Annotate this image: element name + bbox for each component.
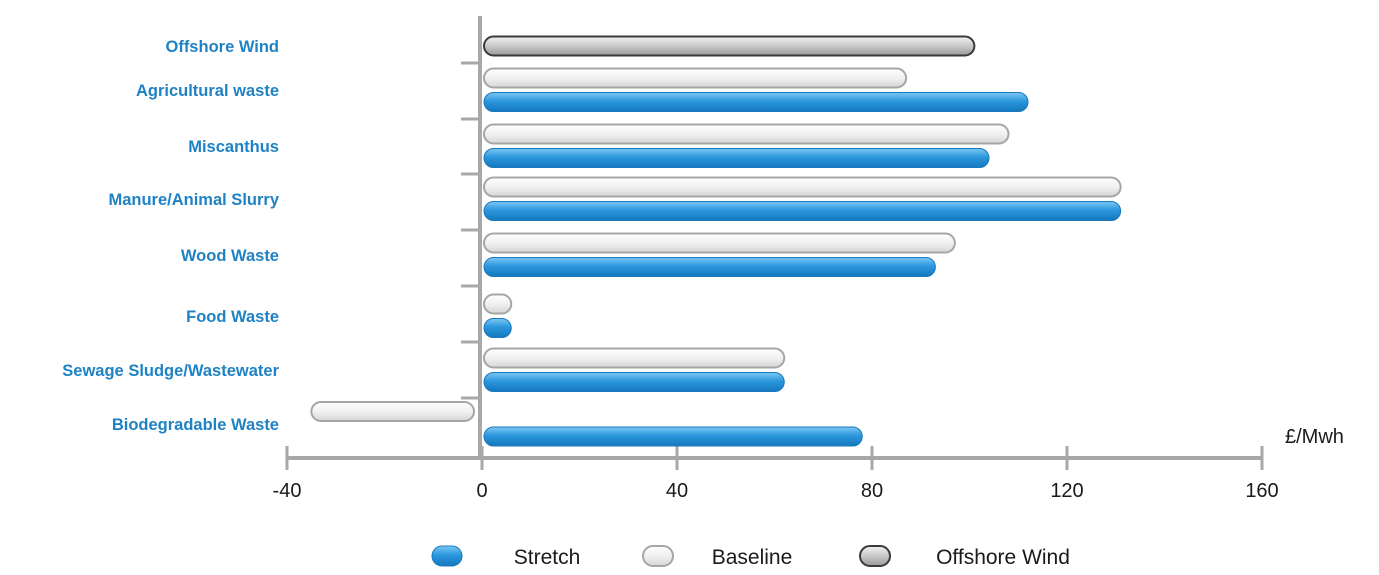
- bar: [483, 176, 1122, 198]
- bar: [483, 372, 785, 392]
- bar: [483, 67, 908, 89]
- x-tick-label: 40: [666, 480, 688, 502]
- x-tick-label: 120: [1050, 480, 1083, 502]
- axis-layer: [285, 16, 1264, 470]
- legend-label: Offshore Wind: [936, 546, 1070, 569]
- legend-swatch: [431, 545, 463, 567]
- bar: [483, 426, 863, 447]
- category-label: Food Waste: [186, 308, 279, 326]
- legend-label: Baseline: [712, 546, 793, 569]
- label-layer: -40 0 40 80 120 160 £/Mwh Offshore Wind Agricult…: [62, 38, 1344, 502]
- category-label: Offshore Wind: [165, 38, 279, 56]
- x-tick-label: 160: [1245, 480, 1278, 502]
- bar: [483, 232, 956, 254]
- x-axis-unit: £/Mwh: [1285, 426, 1344, 448]
- bar: [310, 401, 475, 422]
- x-tick-label: -40: [273, 480, 302, 502]
- category-label: Wood Waste: [181, 247, 279, 265]
- x-tick-label: 80: [861, 480, 883, 502]
- bar: [483, 257, 936, 277]
- category-label: Miscanthus: [188, 138, 279, 156]
- x-tick-label: 0: [476, 480, 487, 502]
- category-label: Manure/Animal Slurry: [108, 191, 279, 209]
- legend-swatch: [642, 545, 674, 567]
- category-label: Biodegradable Waste: [112, 416, 279, 434]
- bar: [483, 318, 512, 338]
- category-label: Sewage Sludge/Wastewater: [62, 362, 279, 380]
- bar: [483, 347, 786, 369]
- category-label: Agricultural waste: [136, 82, 279, 100]
- bar: [483, 35, 976, 57]
- legend-swatch: [859, 545, 891, 567]
- bar: [483, 123, 1010, 145]
- bar: [483, 201, 1122, 221]
- bar: [483, 92, 1029, 112]
- legend: Stretch Baseline Offshore Wind: [431, 545, 1070, 569]
- bar: [483, 148, 990, 168]
- legend-label: Stretch: [514, 546, 581, 569]
- bar-layer: [310, 35, 1122, 447]
- bar: [483, 293, 513, 315]
